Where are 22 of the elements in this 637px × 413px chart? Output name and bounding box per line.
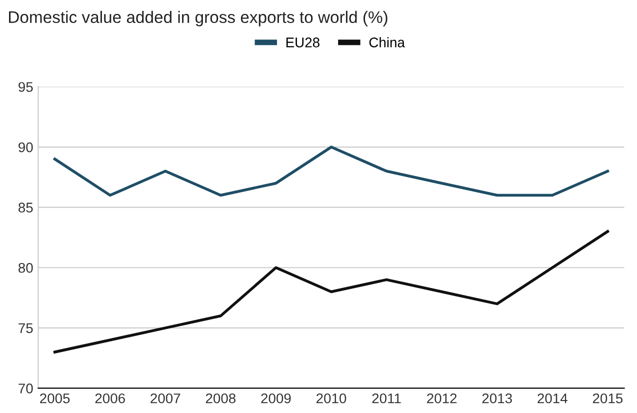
y-tick-label: 90 [18, 142, 33, 152]
x-tick-label: 2012 [427, 393, 457, 404]
line-series [53, 146, 610, 197]
x-tick-label: 2015 [592, 393, 623, 404]
y-tick-label: 95 [18, 82, 33, 92]
y-tick-label: 80 [18, 262, 33, 273]
legend-label: China [369, 37, 405, 48]
y-tick-label: 70 [18, 384, 33, 394]
x-tick-label: 2009 [261, 393, 291, 404]
x-tick-label: 2007 [150, 393, 180, 404]
x-tick-label: 2006 [95, 393, 125, 404]
x-tick-label: 2014 [538, 393, 568, 404]
x-tick-label: 2013 [482, 393, 512, 404]
y-tick-label: 75 [18, 323, 33, 334]
x-tick-label: 2008 [206, 393, 236, 404]
legend-label: EU28 [286, 38, 320, 48]
x-tick-label: 2010 [316, 393, 346, 404]
y-tick-label: 85 [18, 202, 33, 212]
x-tick-label: 2011 [372, 393, 401, 404]
chart-title: Domestic value added in gross exports to world (%) [9, 10, 388, 26]
x-tick-label: 2005 [40, 393, 70, 404]
line-series [53, 230, 610, 354]
